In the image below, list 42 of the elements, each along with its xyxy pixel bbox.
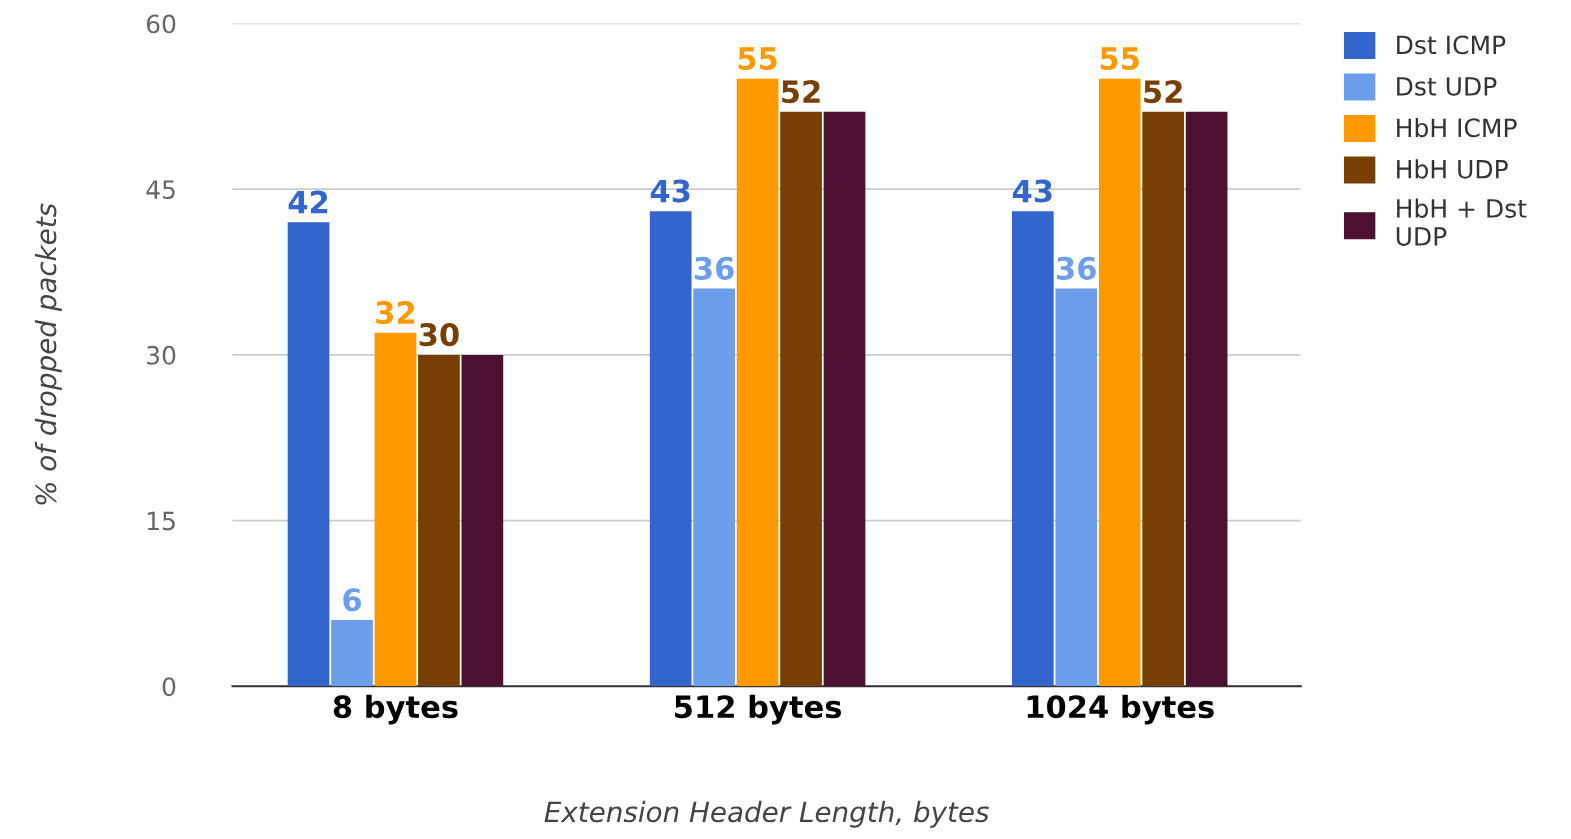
bar xyxy=(1011,211,1054,687)
legend-label: Dst ICMP xyxy=(1397,35,1506,55)
x-tick-label: 8 bytes xyxy=(333,694,458,725)
data-label: 30 xyxy=(419,323,459,347)
data-label: 43 xyxy=(650,179,690,203)
data-label: 36 xyxy=(1057,256,1096,280)
legend-label: HbH + Dst UDP xyxy=(1396,198,1527,246)
y-axis-title: % of dropped packets xyxy=(34,203,62,505)
y-tick-label: 45 xyxy=(146,180,175,200)
legend-label: HbH ICMP xyxy=(1397,117,1517,138)
y-tick-label: 15 xyxy=(147,511,175,531)
legend-label: HbH UDP xyxy=(1397,159,1508,179)
legend-label: Dst UDP xyxy=(1397,77,1497,96)
y-tick-label: 0 xyxy=(162,677,176,697)
data-label: 36 xyxy=(694,256,734,280)
bar xyxy=(418,354,460,687)
bar xyxy=(780,111,822,687)
bar xyxy=(736,78,779,687)
bar xyxy=(1098,78,1141,687)
bar xyxy=(331,620,373,687)
x-axis-title: Extension Header Length, bytes xyxy=(544,800,989,828)
bar xyxy=(1055,288,1098,687)
bar xyxy=(461,354,504,687)
bar xyxy=(374,332,417,687)
bar xyxy=(823,111,866,687)
data-label: 6 xyxy=(343,588,361,612)
x-tick-label: 512 bytes xyxy=(675,694,842,725)
bar xyxy=(693,288,735,687)
bar xyxy=(649,211,692,687)
bar xyxy=(1185,111,1228,687)
data-label: 52 xyxy=(782,80,820,104)
data-label: 55 xyxy=(1100,47,1139,71)
bar xyxy=(1142,111,1185,687)
y-tick-label: 60 xyxy=(146,14,176,34)
x-tick-label: 1024 bytes xyxy=(1027,694,1214,725)
data-label: 55 xyxy=(738,47,777,71)
y-tick-label: 30 xyxy=(147,345,176,365)
data-label: 32 xyxy=(376,300,415,325)
bar xyxy=(287,222,330,687)
data-label: 43 xyxy=(1012,179,1052,203)
data-label: 52 xyxy=(1144,80,1182,104)
data-label: 42 xyxy=(288,190,328,214)
